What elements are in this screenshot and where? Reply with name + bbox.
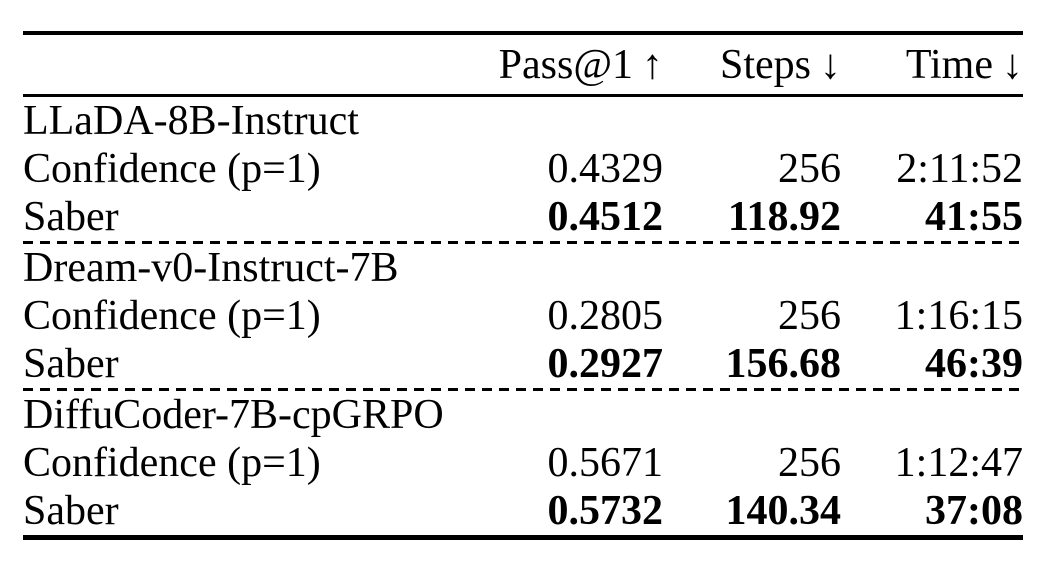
steps-value: 256 [778, 293, 841, 339]
time-value: 1:16:15 [894, 293, 1023, 339]
row-label: Confidence (p=1) [23, 146, 321, 192]
pass-value: 0.4329 [547, 146, 664, 192]
dashed-divider [23, 388, 1023, 391]
row-label: Confidence (p=1) [23, 440, 321, 486]
table-group-diffucoder: DiffuCoder-7B-cpGRPO Confidence (p=1) 0.… [23, 391, 1023, 538]
steps-value: 256 [778, 440, 841, 486]
column-header-empty [23, 33, 463, 97]
table-row: Confidence (p=1) 0.5671 256 1:12:47 [23, 439, 1023, 487]
group-header-row: DiffuCoder-7B-cpGRPO [23, 391, 1023, 439]
column-header-time: Time ↓ [841, 33, 1023, 97]
up-arrow-icon: ↑ [642, 41, 663, 88]
pass-value: 0.5671 [547, 440, 664, 486]
table-row: Saber 0.5732 140.34 37:08 [23, 487, 1023, 538]
down-arrow-icon: ↓ [820, 41, 841, 88]
column-header-pass-label: Pass@1 [498, 41, 633, 88]
table-row: Saber 0.2927 156.68 46:39 [23, 340, 1023, 388]
table-row: Saber 0.4512 118.92 41:55 [23, 193, 1023, 241]
time-value: 37:08 [925, 488, 1023, 534]
steps-value: 140.34 [725, 488, 842, 534]
results-table: Pass@1 ↑ Steps ↓ Time ↓ LLaDA-8B-Instruct C… [23, 31, 1023, 540]
group-name: LLaDA-8B-Instruct [23, 98, 359, 144]
row-label: Confidence (p=1) [23, 293, 321, 339]
column-header-steps-label: Steps [719, 41, 811, 88]
table-row: Confidence (p=1) 0.2805 256 1:16:15 [23, 292, 1023, 340]
column-header-pass: Pass@1 ↑ [463, 33, 663, 97]
header-row: Pass@1 ↑ Steps ↓ Time ↓ [23, 33, 1023, 97]
group-separator [23, 241, 1023, 244]
time-value: 1:12:47 [894, 440, 1023, 486]
time-value: 2:11:52 [896, 146, 1023, 192]
group-separator [23, 388, 1023, 391]
pass-value: 0.2927 [547, 341, 664, 387]
table-group-llada: LLaDA-8B-Instruct Confidence (p=1) 0.432… [23, 96, 1023, 242]
dashed-divider [23, 241, 1023, 244]
time-value: 41:55 [925, 194, 1023, 240]
pass-value: 0.5732 [547, 488, 664, 534]
down-arrow-icon: ↓ [1002, 41, 1023, 88]
column-header-steps: Steps ↓ [663, 33, 841, 97]
column-header-time-label: Time [905, 41, 993, 88]
steps-value: 118.92 [727, 194, 841, 240]
time-value: 46:39 [925, 341, 1023, 387]
group-header-row: LLaDA-8B-Instruct [23, 96, 1023, 146]
table-row: Confidence (p=1) 0.4329 256 2:11:52 [23, 145, 1023, 193]
row-label: Saber [23, 341, 119, 387]
pass-value: 0.4512 [547, 194, 664, 240]
steps-value: 256 [778, 146, 841, 192]
row-label: Saber [23, 488, 119, 534]
group-name: Dream-v0-Instruct-7B [23, 245, 399, 291]
steps-value: 156.68 [725, 341, 842, 387]
table-group-dream: Dream-v0-Instruct-7B Confidence (p=1) 0.… [23, 244, 1023, 388]
group-name: DiffuCoder-7B-cpGRPO [23, 392, 444, 438]
row-label: Saber [23, 194, 119, 240]
group-header-row: Dream-v0-Instruct-7B [23, 244, 1023, 292]
pass-value: 0.2805 [547, 293, 664, 339]
table-header: Pass@1 ↑ Steps ↓ Time ↓ [23, 33, 1023, 97]
